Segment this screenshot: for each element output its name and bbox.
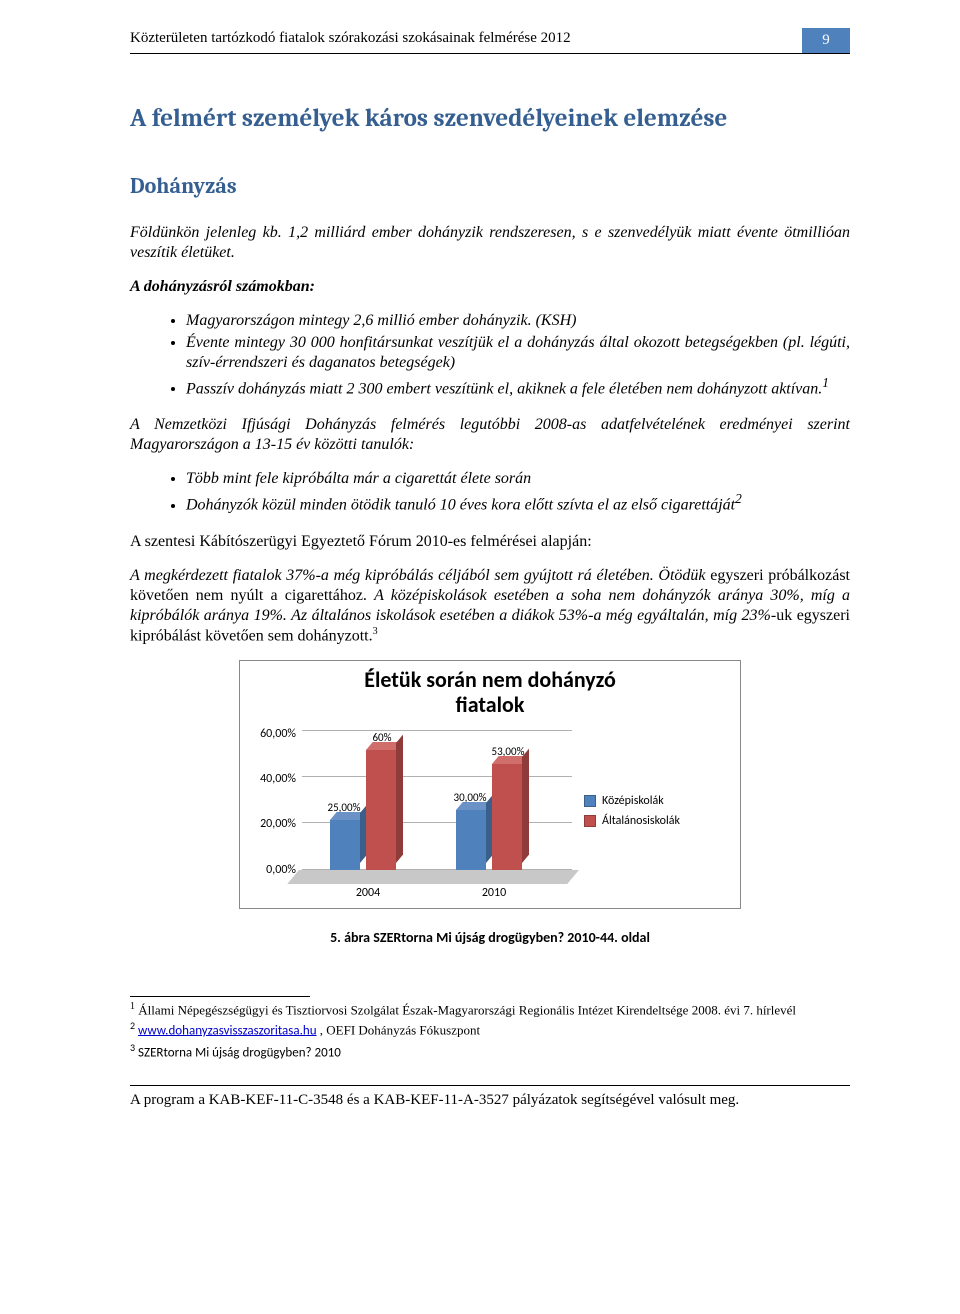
bar-value-label: 60% bbox=[357, 731, 407, 744]
chart-container: Életük során nem dohányzó fiatalok 60,00… bbox=[239, 660, 741, 909]
figure-caption: 5. ábra SZERtorna Mi újság drogügyben? 2… bbox=[130, 929, 850, 946]
bullet-list-1: Magyarországon mintegy 2,6 millió ember … bbox=[130, 311, 850, 399]
footnote-ref: 1 bbox=[822, 375, 829, 390]
legend-swatch bbox=[584, 795, 596, 807]
legend-label: Középiskolák bbox=[602, 794, 664, 808]
footer-text: A program a KAB-KEF-11-C-3548 és a KAB-K… bbox=[130, 1092, 850, 1109]
gridline bbox=[302, 776, 572, 777]
footnote-2: 2 www.dohanyzasvisszaszoritasa.hu , OEFI… bbox=[130, 1020, 850, 1040]
footer-rule bbox=[130, 1085, 850, 1086]
page-number-badge: 9 bbox=[802, 28, 850, 53]
li-text: Évente mintegy 30 000 honfitársunkat ves… bbox=[186, 334, 850, 371]
legend-item: Középiskolák bbox=[584, 794, 714, 808]
li-text: Magyarországon mintegy 2,6 millió ember … bbox=[186, 312, 576, 329]
paragraph-3: A szentesi Kábítószerügyi Egyeztető Fóru… bbox=[130, 532, 850, 552]
chart-body: 60,00% 40,00% 20,00% 0,00% bbox=[240, 720, 740, 908]
bar-front bbox=[456, 810, 486, 870]
chart-title-line2: fiatalok bbox=[456, 691, 525, 718]
header-rule bbox=[130, 53, 850, 54]
y-tick: 40,00% bbox=[260, 772, 296, 786]
li-text: Passzív dohányzás miatt 2 300 embert ves… bbox=[186, 380, 822, 397]
bar-front bbox=[330, 820, 360, 870]
footnote-ref: 3 bbox=[373, 626, 378, 637]
bar-value-label: 30,00% bbox=[445, 791, 495, 804]
subsection-title: Dohányzás bbox=[130, 173, 850, 199]
li-text: Dohányzók közül minden ötödik tanuló 10 … bbox=[186, 497, 735, 514]
list-item: Dohányzók közül minden ötödik tanuló 10 … bbox=[186, 491, 850, 515]
fn-text: Állami Népegészségügyi és Tisztiorvosi S… bbox=[135, 1002, 796, 1017]
bar-front bbox=[366, 750, 396, 870]
fn-text: SZERtorna Mi újság drogügyben? 2010 bbox=[135, 1045, 341, 1060]
bar-side bbox=[396, 734, 403, 862]
footnote-ref: 2 bbox=[735, 491, 742, 506]
paragraph-2: A Nemzetközi Ifjúsági Dohányzás felmérés… bbox=[130, 415, 850, 455]
bullet-list-2: Több mint fele kipróbálta már a cigarett… bbox=[130, 469, 850, 515]
legend-item: Általánosiskolák bbox=[584, 814, 714, 828]
list-item: Több mint fele kipróbálta már a cigarett… bbox=[186, 469, 850, 489]
caption-number: 5. bbox=[330, 929, 341, 946]
footnote-3: 3 SZERtorna Mi újság drogügyben? 2010 bbox=[130, 1042, 850, 1062]
list-item: Passzív dohányzás miatt 2 300 embert ves… bbox=[186, 375, 850, 399]
y-tick: 0,00% bbox=[266, 863, 296, 877]
plot-area: 60,00% 40,00% 20,00% 0,00% bbox=[244, 724, 584, 904]
fn-sup: 2 bbox=[130, 1019, 135, 1032]
legend-label: Általánosiskolák bbox=[602, 814, 680, 828]
chart-legend: Középiskolák Általánosiskolák bbox=[584, 724, 714, 904]
chart-title-line1: Életük során nem dohányzó bbox=[364, 666, 616, 693]
y-axis-labels: 60,00% 40,00% 20,00% 0,00% bbox=[242, 724, 296, 884]
y-tick: 20,00% bbox=[260, 817, 296, 831]
intro-paragraph: Földünkön jelenleg kb. 1,2 milliárd embe… bbox=[130, 223, 850, 263]
legend-swatch bbox=[584, 815, 596, 827]
footnote-link[interactable]: www.dohanyzasvisszaszoritasa.hu bbox=[138, 1023, 317, 1038]
x-tick: 2010 bbox=[482, 886, 506, 900]
section-title: A felmért személyek káros szenvedélyeine… bbox=[130, 104, 850, 133]
footnote-1: 1 Állami Népegészségügyi és Tisztiorvosi… bbox=[130, 1001, 850, 1019]
fn-rest: , OEFI Dohányzás Fókuszpont bbox=[317, 1022, 481, 1037]
numbers-heading: A dohányzásról számokban: bbox=[130, 277, 850, 297]
p4-s1: A megkérdezett fiatalok 37%-a még kiprób… bbox=[130, 567, 710, 584]
y-tick: 60,00% bbox=[260, 727, 296, 741]
bar-value-label: 53,00% bbox=[483, 745, 533, 758]
li-text: Több mint fele kipróbálta már a cigarett… bbox=[186, 470, 531, 487]
intro-text: Földünkön jelenleg kb. 1,2 milliárd embe… bbox=[130, 224, 850, 261]
paragraph-4: A megkérdezett fiatalok 37%-a még kiprób… bbox=[130, 566, 850, 646]
header-title: Közterületen tartózkodó fiatalok szórako… bbox=[130, 28, 802, 53]
page-header: Közterületen tartózkodó fiatalok szórako… bbox=[130, 28, 850, 53]
gridline bbox=[302, 730, 572, 731]
x-tick: 2004 bbox=[356, 886, 380, 900]
chart-floor bbox=[287, 870, 579, 884]
bar-front bbox=[492, 764, 522, 870]
list-item: Magyarországon mintegy 2,6 millió ember … bbox=[186, 311, 850, 331]
document-page: Közterületen tartózkodó fiatalok szórako… bbox=[0, 0, 960, 1149]
bar-side bbox=[522, 748, 529, 862]
list-item: Évente mintegy 30 000 honfitársunkat ves… bbox=[186, 333, 850, 373]
footnote-rule bbox=[130, 996, 310, 997]
chart-title: Életük során nem dohányzó fiatalok bbox=[240, 661, 740, 720]
caption-text: ábra SZERtorna Mi újság drogügyben? 2010… bbox=[341, 929, 650, 946]
bar-value-label: 25,00% bbox=[319, 801, 369, 814]
